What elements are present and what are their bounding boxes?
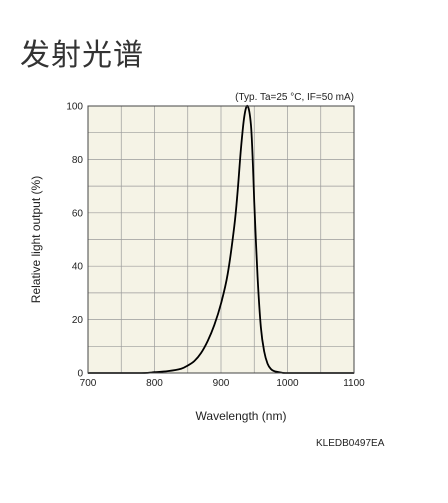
y-tick-label: 20	[72, 315, 84, 326]
y-tick-label: 60	[72, 208, 84, 219]
tick-labels: 700 800 900 1000 1100 0 20 40 60 80 100	[66, 102, 365, 390]
x-tick-label: 900	[213, 378, 230, 389]
y-tick-label: 80	[72, 155, 84, 166]
page-title: 发射光谱	[20, 38, 144, 73]
series-layer	[88, 104, 354, 374]
x-tick-label: 800	[146, 378, 163, 389]
y-axis-label: Relative light output (%)	[29, 176, 43, 303]
x-tick-label: 1100	[343, 378, 365, 389]
x-tick-label: 700	[80, 378, 97, 389]
x-tick-label: 1000	[276, 378, 299, 389]
plot-frame	[87, 105, 355, 374]
y-tick-label: 40	[72, 262, 84, 273]
condition-note: (Typ. Ta=25 °C, IF=50 mA)	[235, 92, 354, 103]
y-tick-label: 0	[77, 369, 83, 380]
spectrum-curve	[88, 104, 354, 374]
grid	[88, 106, 354, 373]
document-code: KLEDB0497EA	[316, 438, 385, 449]
x-axis-label: Wavelength (nm)	[196, 409, 287, 423]
y-tick-label: 100	[66, 102, 83, 113]
